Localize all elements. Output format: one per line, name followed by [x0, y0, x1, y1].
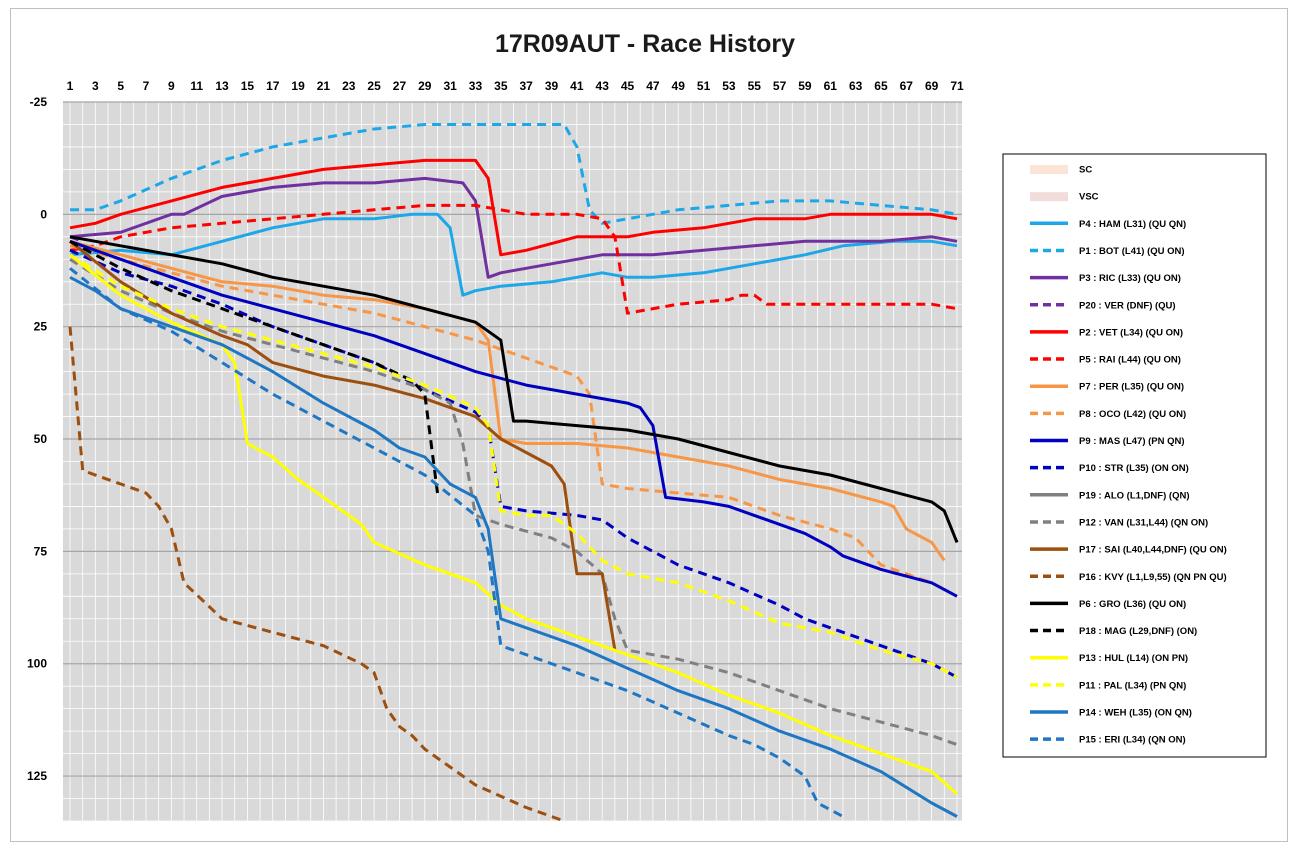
x-tick-label: 1: [67, 79, 74, 93]
y-tick-label: 125: [27, 769, 47, 783]
legend-label: P6 : GRO (L36) (QU ON): [1079, 599, 1186, 610]
x-tick-label: 7: [143, 79, 150, 93]
y-tick-label: 75: [34, 544, 48, 558]
y-tick-label: -25: [30, 95, 48, 109]
x-tick-label: 53: [722, 79, 736, 93]
x-tick-label: 69: [925, 79, 939, 93]
y-tick-label: 0: [40, 207, 47, 221]
legend-label: P2 : VET (L34) (QU ON): [1079, 327, 1183, 338]
x-tick-label: 57: [773, 79, 787, 93]
x-tick-label: 13: [215, 79, 229, 93]
legend-label: P9 : MAS (L47) (PN QN): [1079, 436, 1185, 447]
legend-swatch: [1030, 192, 1068, 202]
legend-label: P16 : KVY (L1,L9,55) (QN PN QU): [1079, 572, 1227, 583]
legend-label: P3 : RIC (L33) (QU ON): [1079, 273, 1181, 284]
x-tick-label: 15: [241, 79, 255, 93]
legend-label: P11 : PAL (L34) (PN QN): [1079, 680, 1186, 691]
series-line-8: [69, 239, 958, 598]
legend-label: P17 : SAI (L40,L44,DNF) (QU ON): [1079, 545, 1227, 556]
x-tick-label: 5: [117, 79, 124, 93]
x-tick-label: 37: [519, 79, 533, 93]
x-tick-label: 39: [545, 79, 559, 93]
series-line-2: [69, 176, 958, 279]
legend-label: P10 : STR (L35) (ON ON): [1079, 463, 1189, 474]
legend-label: P13 : HUL (L14) (ON PN): [1079, 653, 1188, 664]
x-tick-label: 45: [621, 79, 635, 93]
legend-label: P20 : VER (DNF) (QU): [1079, 300, 1176, 311]
series-line-15: [69, 239, 439, 494]
series-line-18: [69, 275, 958, 818]
series-line-19: [69, 267, 844, 818]
chart-title: 17R09AUT - Race History: [495, 30, 795, 58]
legend-label: P12 : VAN (L31,L44) (QN ON): [1079, 517, 1208, 528]
legend-label: VSC: [1079, 192, 1099, 203]
x-tick-label: 65: [874, 79, 888, 93]
x-tick-label: 19: [291, 79, 305, 93]
legend-label: SC: [1079, 165, 1092, 176]
x-tick-label: 41: [570, 79, 584, 93]
y-tick-label: 100: [27, 657, 47, 671]
series-line-4: [69, 158, 958, 257]
legend-label: P18 : MAG (L29,DNF) (ON): [1079, 626, 1197, 637]
legend-label: P7 : PER (L35) (QU ON): [1079, 382, 1184, 393]
legend-label: P8 : OCO (L42) (QU ON): [1079, 409, 1186, 420]
x-tick-label: 71: [950, 79, 964, 93]
legend-label: P5 : RAI (L44) (QU ON): [1079, 355, 1181, 366]
series-line-17: [69, 253, 958, 679]
series-line-6: [69, 239, 946, 562]
legend-label: P14 : WEH (L35) (ON QN): [1079, 708, 1192, 719]
x-tick-label: 51: [697, 79, 711, 93]
legend-label: P4 : HAM (L31) (QU QN): [1079, 219, 1186, 230]
x-tick-label: 43: [596, 79, 610, 93]
x-tick-label: 67: [900, 79, 914, 93]
series-line-0: [69, 212, 958, 297]
x-tick-label: 25: [367, 79, 381, 93]
x-tick-label: 49: [672, 79, 686, 93]
y-tick-label: 25: [34, 320, 48, 334]
y-tick-label: 50: [34, 432, 48, 446]
series-line-7: [69, 244, 958, 598]
y-axis-labels: -25 0 25 50 75 100 125: [27, 95, 47, 783]
series-line-13: [68, 326, 565, 823]
x-tick-label: 31: [443, 79, 457, 93]
series-line-16: [69, 253, 958, 796]
x-tick-label: 33: [469, 79, 483, 93]
legend-label: P15 : ERI (L34) (QN ON): [1079, 735, 1186, 746]
x-tick-label: 59: [798, 79, 812, 93]
x-tick-label: 3: [92, 79, 99, 93]
series-line-14: [69, 235, 959, 543]
x-tick-label: 9: [168, 79, 175, 93]
x-tick-label: 21: [317, 79, 331, 93]
x-tick-label: 17: [266, 79, 280, 93]
x-tick-label: 63: [849, 79, 863, 93]
x-tick-label: 47: [646, 79, 660, 93]
series-lines: [68, 123, 959, 823]
x-axis-labels: 1 3 5 7 9 11 13 15 17 19 21 23 25 27 29 31 33 35 37 39 41 43 4…: [67, 79, 964, 93]
legend-label: P19 : ALO (L1,DNF) (QN): [1079, 490, 1189, 501]
legend-swatch: [1030, 165, 1068, 174]
series-line-11: [69, 258, 958, 747]
x-tick-label: 35: [494, 79, 508, 93]
legend: SC VSC P4 : HAM (L31) (QU QN) P1 : BOT (L41…: [1002, 153, 1267, 758]
x-tick-label: 61: [824, 79, 838, 93]
series-line-1: [70, 123, 958, 225]
x-tick-label: 11: [190, 79, 203, 93]
series-line-5: [69, 203, 958, 315]
legend-label: P1 : BOT (L41) (QU ON): [1079, 246, 1185, 257]
x-tick-label: 55: [748, 79, 762, 93]
x-tick-label: 29: [418, 79, 432, 93]
x-tick-label: 23: [342, 79, 356, 93]
x-tick-label: 27: [393, 79, 407, 93]
legend-box: [1002, 153, 1267, 758]
